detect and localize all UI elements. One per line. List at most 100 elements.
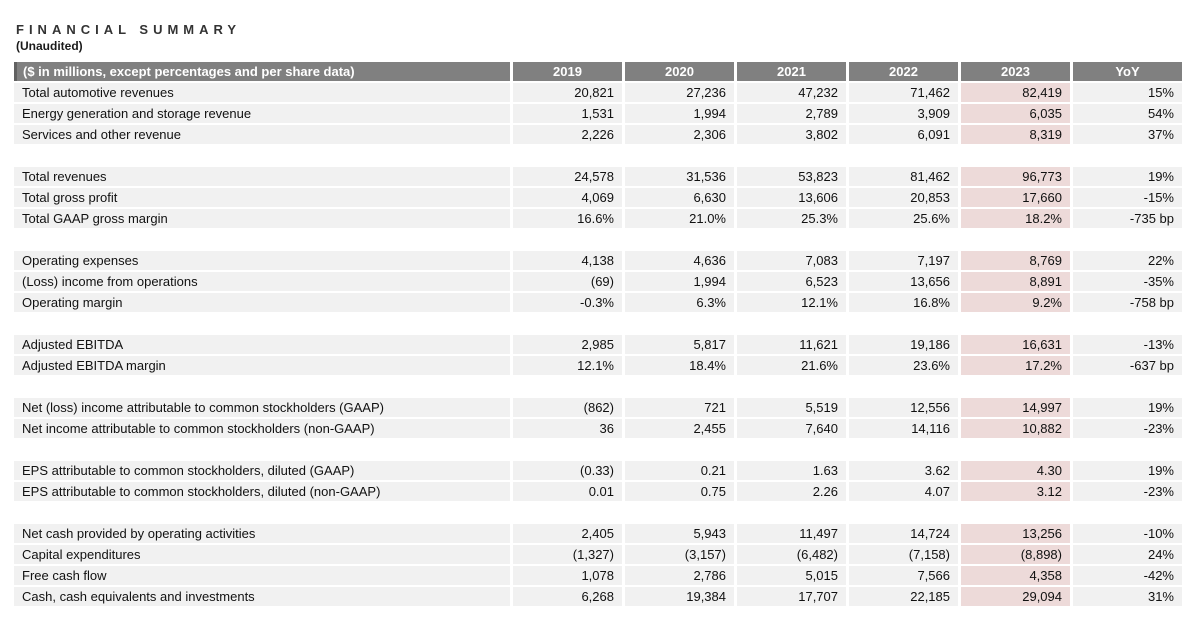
value-cell-2020: 19,384: [625, 587, 734, 606]
value-cell-yoy: 19%: [1073, 398, 1182, 417]
value-cell-2023: 13,256: [961, 524, 1070, 543]
row-label: Total GAAP gross margin: [14, 209, 510, 228]
value-cell-2022: 19,186: [849, 335, 958, 354]
value-cell-2023: 9.2%: [961, 293, 1070, 312]
value-cell-2021: 2.26: [737, 482, 846, 501]
value-cell-2023: 17,660: [961, 188, 1070, 207]
table-row: Operating margin -0.3% 6.3% 12.1% 16.8% 9.2% -…: [14, 293, 1182, 312]
column-header-2022: 2022: [849, 62, 958, 81]
table-row: Adjusted EBITDA margin 12.1% 18.4% 21.6% 23.…: [14, 356, 1182, 375]
value-cell-2020: 4,636: [625, 251, 734, 270]
value-cell-2021: 1.63: [737, 461, 846, 480]
value-cell-2020: 0.21: [625, 461, 734, 480]
financial-summary-table: ($ in millions, except percentages and p…: [14, 62, 1182, 606]
value-cell-2021: 2,789: [737, 104, 846, 123]
value-cell-2022: 71,462: [849, 83, 958, 102]
value-cell-2019: 2,405: [513, 524, 622, 543]
value-cell-yoy: 37%: [1073, 125, 1182, 144]
row-label: EPS attributable to common stockholders,…: [14, 482, 510, 501]
value-cell-2021: (6,482): [737, 545, 846, 564]
value-cell-2022: 23.6%: [849, 356, 958, 375]
value-cell-2020: 5,943: [625, 524, 734, 543]
value-cell-2021: 13,606: [737, 188, 846, 207]
value-cell-yoy: -23%: [1073, 419, 1182, 438]
value-cell-2021: 6,523: [737, 272, 846, 291]
value-cell-2020: 1,994: [625, 272, 734, 291]
value-cell-2023: 10,882: [961, 419, 1070, 438]
value-cell-2019: 24,578: [513, 167, 622, 186]
table-body: Total automotive revenues 20,821 27,236 47,…: [14, 83, 1182, 606]
value-cell-yoy: -758 bp: [1073, 293, 1182, 312]
value-cell-2021: 17,707: [737, 587, 846, 606]
value-cell-yoy: 24%: [1073, 545, 1182, 564]
value-cell-2019: 20,821: [513, 83, 622, 102]
column-header-2020: 2020: [625, 62, 734, 81]
table-row: (Loss) income from operations (69) 1,994 6,…: [14, 272, 1182, 291]
value-cell-yoy: -637 bp: [1073, 356, 1182, 375]
value-cell-2019: 1,531: [513, 104, 622, 123]
value-cell-yoy: 54%: [1073, 104, 1182, 123]
value-cell-2020: 31,536: [625, 167, 734, 186]
row-label: Net income attributable to common stockh…: [14, 419, 510, 438]
value-cell-2022: 3,909: [849, 104, 958, 123]
value-cell-2021: 3,802: [737, 125, 846, 144]
value-cell-2019: 1,078: [513, 566, 622, 585]
row-label: Total gross profit: [14, 188, 510, 207]
value-cell-2022: 6,091: [849, 125, 958, 144]
value-cell-yoy: 22%: [1073, 251, 1182, 270]
row-label: (Loss) income from operations: [14, 272, 510, 291]
row-label: Adjusted EBITDA: [14, 335, 510, 354]
value-cell-2023: 8,891: [961, 272, 1070, 291]
row-label: Services and other revenue: [14, 125, 510, 144]
value-cell-2023: 18.2%: [961, 209, 1070, 228]
value-cell-2020: 5,817: [625, 335, 734, 354]
value-cell-2022: 3.62: [849, 461, 958, 480]
value-cell-yoy: -23%: [1073, 482, 1182, 501]
value-cell-2020: 2,306: [625, 125, 734, 144]
value-cell-2022: 81,462: [849, 167, 958, 186]
row-label: Free cash flow: [14, 566, 510, 585]
value-cell-2023: (8,898): [961, 545, 1070, 564]
value-cell-yoy: -42%: [1073, 566, 1182, 585]
value-cell-2023: 8,769: [961, 251, 1070, 270]
value-cell-2023: 14,997: [961, 398, 1070, 417]
value-cell-2022: 16.8%: [849, 293, 958, 312]
value-cell-2020: 1,994: [625, 104, 734, 123]
value-cell-2019: 4,069: [513, 188, 622, 207]
value-cell-2019: 36: [513, 419, 622, 438]
row-label: Total revenues: [14, 167, 510, 186]
value-cell-2021: 25.3%: [737, 209, 846, 228]
value-cell-2020: 21.0%: [625, 209, 734, 228]
row-label: Total automotive revenues: [14, 83, 510, 102]
value-cell-2019: (1,327): [513, 545, 622, 564]
column-header-2019: 2019: [513, 62, 622, 81]
value-cell-2020: 27,236: [625, 83, 734, 102]
section-gap-row: [14, 146, 1180, 165]
value-cell-2021: 11,497: [737, 524, 846, 543]
value-cell-2022: 25.6%: [849, 209, 958, 228]
value-cell-2022: 20,853: [849, 188, 958, 207]
table-row: Services and other revenue 2,226 2,306 3,80…: [14, 125, 1182, 144]
column-header-units: ($ in millions, except percentages and p…: [14, 62, 510, 81]
table-row: Total gross profit 4,069 6,630 13,606 20,853…: [14, 188, 1182, 207]
value-cell-2020: 6,630: [625, 188, 734, 207]
value-cell-2020: 18.4%: [625, 356, 734, 375]
value-cell-2019: (862): [513, 398, 622, 417]
table-row: Net (loss) income attributable to common…: [14, 398, 1182, 417]
table-row: Free cash flow 1,078 2,786 5,015 7,566 4,358-…: [14, 566, 1182, 585]
value-cell-2023: 3.12: [961, 482, 1070, 501]
column-header-2023: 2023: [961, 62, 1070, 81]
value-cell-2023: 96,773: [961, 167, 1070, 186]
value-cell-2020: 2,786: [625, 566, 734, 585]
value-cell-2023: 4,358: [961, 566, 1070, 585]
row-label: Cash, cash equivalents and investments: [14, 587, 510, 606]
value-cell-2023: 8,319: [961, 125, 1070, 144]
row-label: Net (loss) income attributable to common…: [14, 398, 510, 417]
table-row: Net income attributable to common stockh…: [14, 419, 1182, 438]
value-cell-yoy: 31%: [1073, 587, 1182, 606]
table-row: Cash, cash equivalents and investments 6,…: [14, 587, 1182, 606]
section-gap-row: [14, 377, 1180, 396]
table-row: Adjusted EBITDA 2,985 5,817 11,621 19,186 16,…: [14, 335, 1182, 354]
column-header-2021: 2021: [737, 62, 846, 81]
